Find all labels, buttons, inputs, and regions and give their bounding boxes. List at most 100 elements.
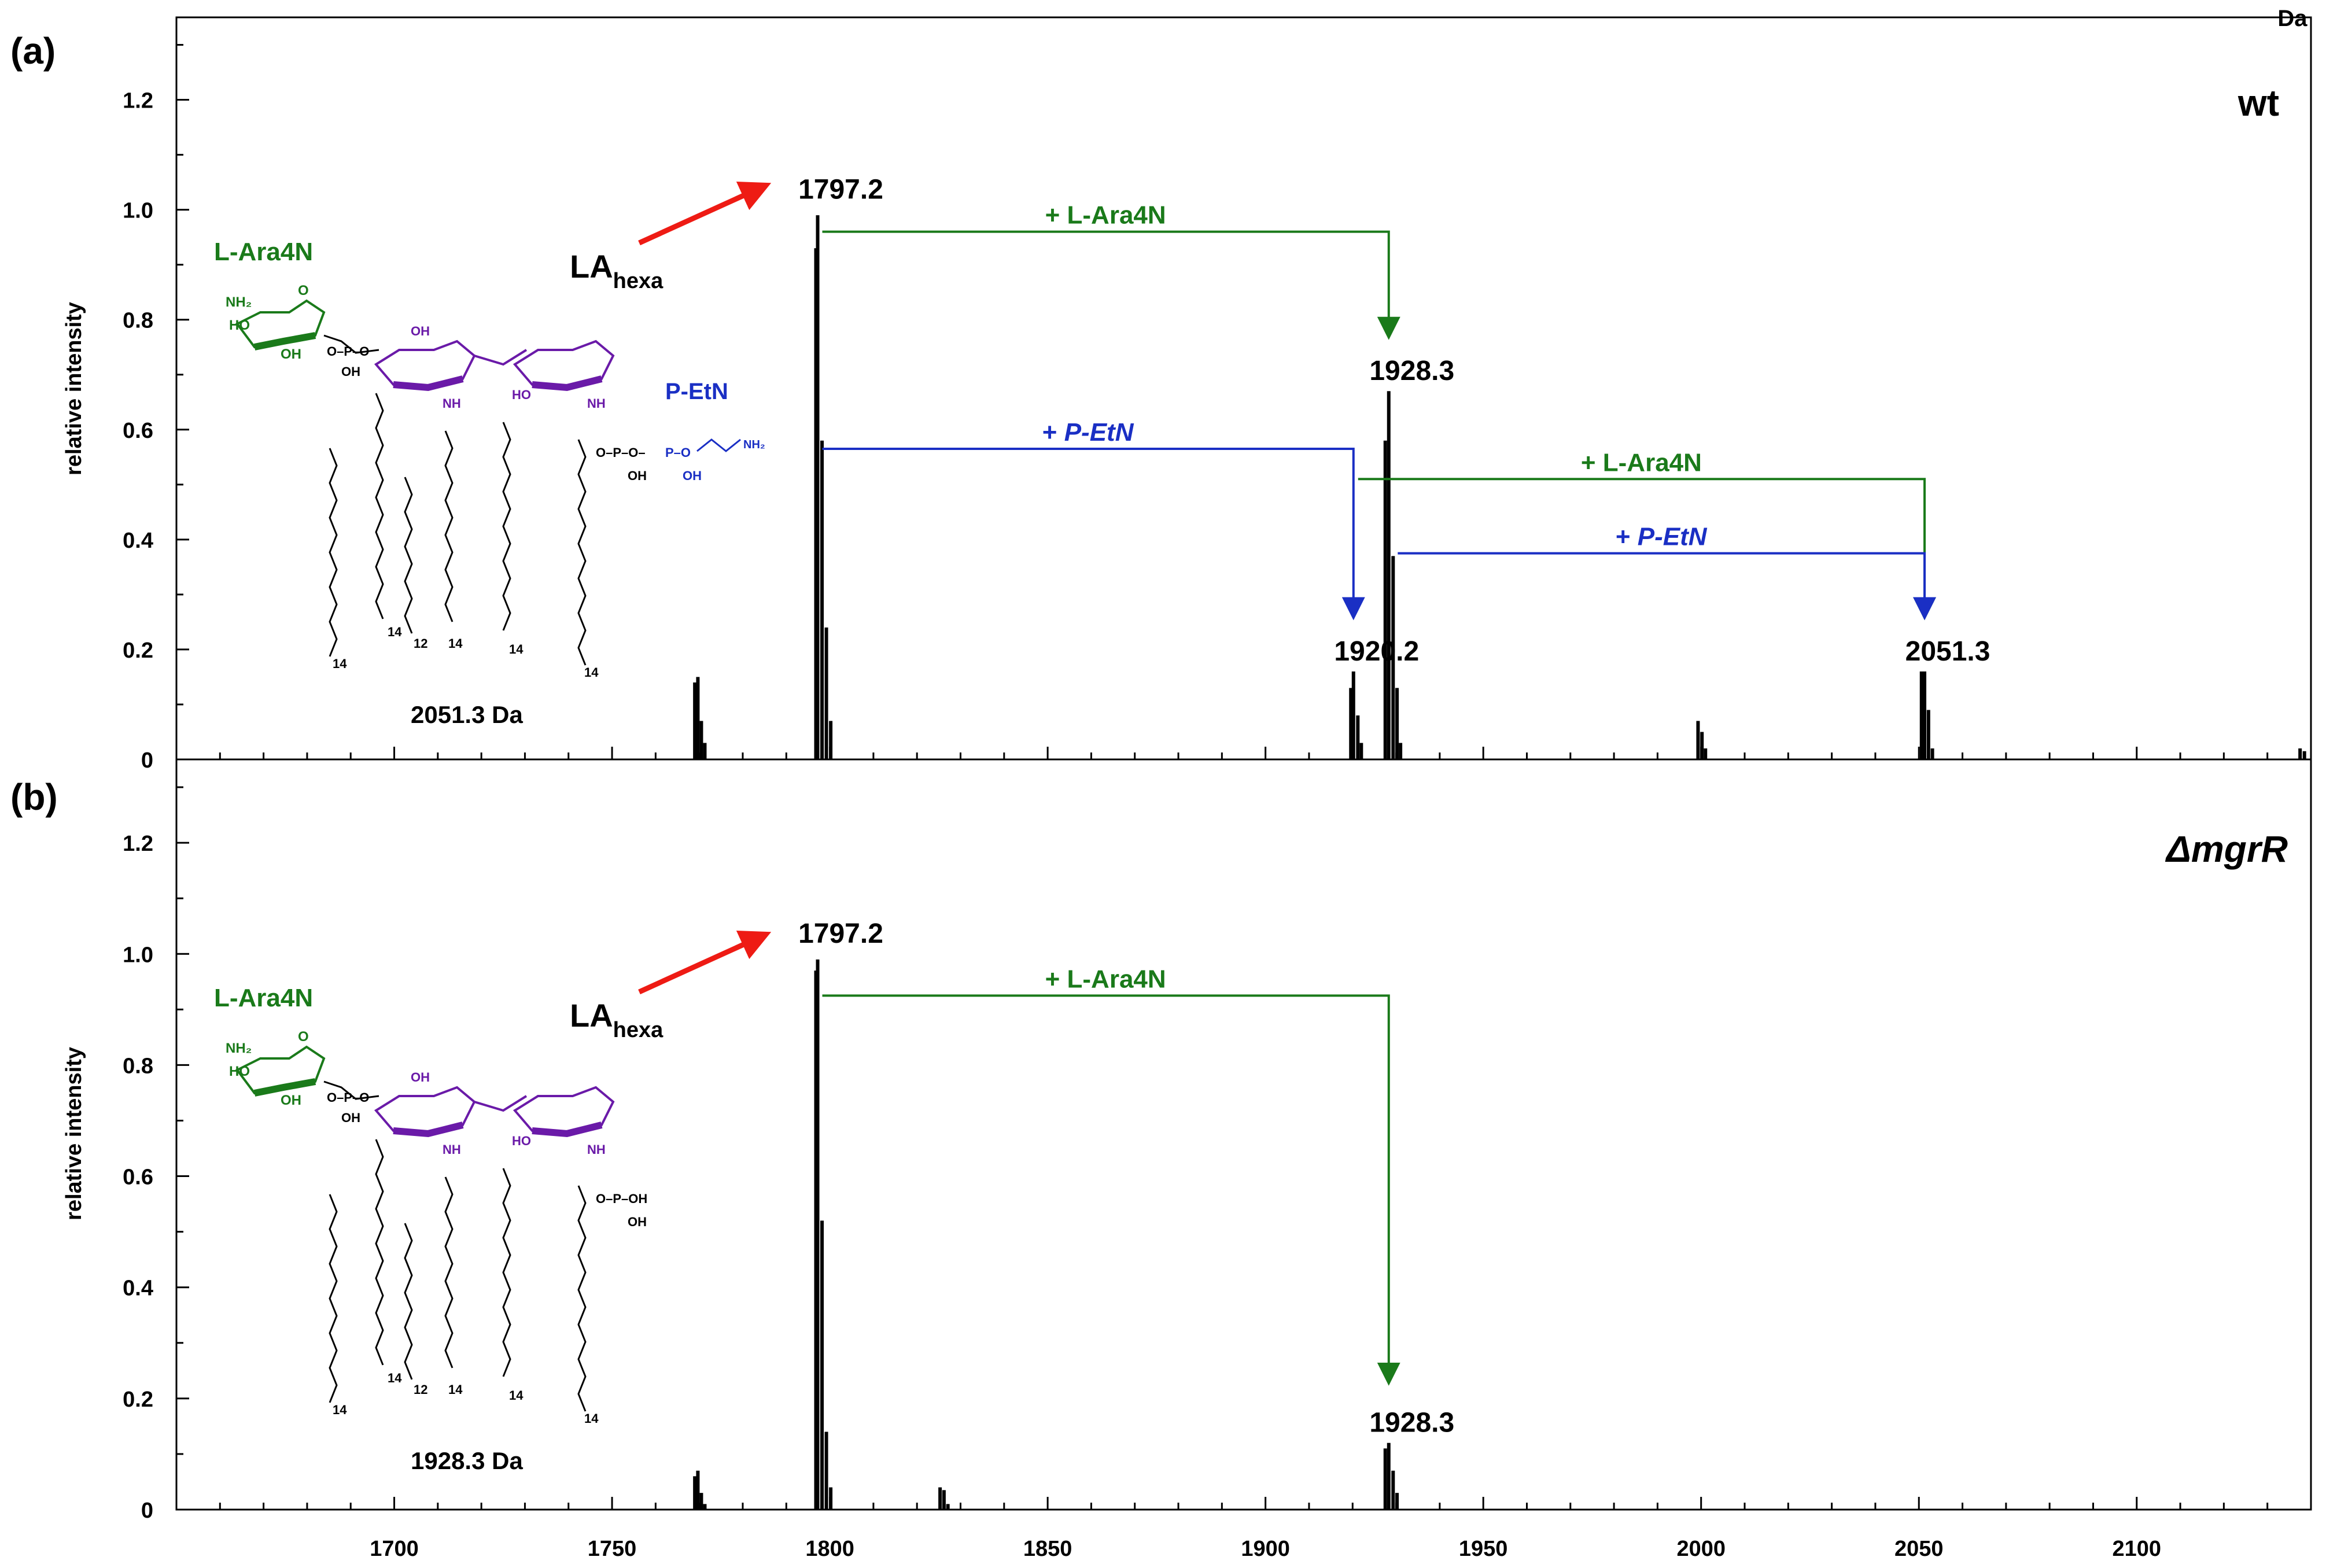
chain-length-4: 14	[448, 1382, 463, 1397]
peak-bar	[1926, 710, 1930, 759]
svg-text:O–P–O–: O–P–O–	[596, 445, 646, 460]
y-tick-label: 0.2	[123, 639, 153, 663]
peak-bar	[1704, 748, 1708, 759]
structure-mass-label: 1928.3 Da	[411, 1447, 523, 1474]
y-tick-label: 1.2	[123, 832, 153, 856]
y-ticks: 0 0.2 0.4 0.6 0.8 1.0 1.2	[123, 44, 189, 773]
svg-text:NH: NH	[587, 1142, 606, 1157]
peak-bar	[1391, 556, 1395, 759]
strain-label: wt	[2237, 82, 2279, 124]
svg-text:NH₂: NH₂	[743, 438, 765, 451]
annotation-label: + P-EtN	[1616, 523, 1708, 551]
y-tick-label: 0.2	[123, 1388, 153, 1412]
peak-bar	[1700, 732, 1704, 759]
peak-bar	[814, 971, 818, 1510]
svg-text:O–P–O: O–P–O	[327, 344, 369, 359]
panel-label: (b)	[10, 776, 58, 818]
svg-text:NH: NH	[587, 396, 606, 411]
peak-label: 1928.3	[1369, 356, 1454, 386]
chain-length-5: 14	[509, 642, 524, 656]
annotation-text: P-EtN	[1638, 523, 1708, 551]
lipid-a-label-sub: hexa	[613, 269, 663, 293]
x-tick-label: 2000	[1676, 1537, 1726, 1561]
peak-bar	[1391, 1470, 1395, 1510]
x-tick-marks	[219, 747, 2312, 759]
petn-label: P-EtN	[665, 379, 728, 404]
lipid-a-label-main: LA	[570, 997, 613, 1034]
annotation-prefix: +	[1045, 965, 1067, 993]
x-unit-label: Da	[2277, 6, 2307, 31]
structure-mass-label: 2051.3 Da	[411, 701, 523, 728]
annotation-prefix: +	[1042, 418, 1064, 447]
x-tick-label: 1950	[1459, 1537, 1508, 1561]
y-tick-label: 0.6	[123, 419, 153, 443]
acyl-chains-icon	[329, 1139, 587, 1412]
svg-text:HO: HO	[512, 388, 531, 402]
x-tick-label: 2100	[2113, 1537, 2162, 1561]
peak-bar	[820, 1220, 824, 1510]
annotations: + L-Ara4N	[822, 965, 1400, 1386]
lipid-a-structure: L-Ara4N HO NH₂ OH O O–P–O OH OH NH	[214, 984, 647, 1474]
chain-length-1: 14	[333, 656, 347, 671]
y-tick-label: 0	[141, 1499, 153, 1523]
svg-text:O: O	[298, 1029, 309, 1045]
panel-b-mgrr: (b) ΔmgrR relative intensity 00.20.40.60…	[10, 758, 2312, 1561]
annotation-label: + L-Ara4N	[1045, 965, 1166, 993]
y-tick-label: 0	[141, 748, 153, 773]
svg-text:P–O: P–O	[665, 445, 691, 460]
annotation-text: P-EtN	[1064, 418, 1134, 447]
annotation-prefix: +	[1581, 448, 1603, 477]
annotation-prefix: +	[1616, 523, 1638, 551]
peak-bar	[1387, 1442, 1391, 1510]
peak-bar	[693, 682, 697, 759]
peak-bar	[1383, 1448, 1387, 1510]
chain-length-5: 14	[509, 1388, 524, 1403]
annotation-bracket	[1398, 552, 1937, 621]
y-tick-label: 1.0	[123, 943, 153, 967]
annotation-label: + L-Ara4N	[1581, 448, 1702, 477]
x-tick-label: 1750	[588, 1537, 637, 1561]
x-tick-marks	[219, 1497, 2312, 1510]
lipid-a-label: LAhexa	[570, 248, 663, 293]
chain-length-2: 14	[388, 1371, 402, 1385]
y-tick-label: 0.4	[123, 1276, 153, 1301]
annotation-text: L-Ara4N	[1603, 448, 1702, 477]
svg-text:HO: HO	[512, 1134, 531, 1148]
svg-text:OH: OH	[411, 324, 430, 338]
annotation-bracket	[822, 448, 1365, 621]
y-tick-label: 0.6	[123, 1165, 153, 1190]
chain-length-1: 14	[333, 1403, 347, 1417]
svg-text:OH: OH	[628, 1215, 647, 1229]
peak-bar	[1919, 671, 1923, 759]
x-tick-label: 2050	[1894, 1537, 1944, 1561]
peak-bar	[1696, 721, 1700, 759]
chain-length-3: 12	[414, 1382, 427, 1397]
peak-bar	[1387, 391, 1391, 759]
svg-text:O–P–O: O–P–O	[327, 1090, 369, 1105]
peak-bar	[696, 677, 700, 759]
peak-label: 1928.3	[1369, 1407, 1454, 1438]
peak-bar	[2298, 748, 2302, 759]
svg-text:OH: OH	[683, 468, 702, 483]
peak-bar	[946, 1504, 950, 1510]
peak-label: 1797.2	[798, 175, 883, 205]
peak-bar	[1395, 688, 1399, 759]
peak-bar	[816, 215, 820, 760]
peak-bar	[814, 248, 818, 760]
peak-label: 1797.2	[798, 918, 883, 949]
peaks	[693, 959, 1399, 1510]
svg-text:OH: OH	[281, 346, 301, 362]
strain-label: ΔmgrR	[2165, 828, 2288, 870]
peak-bar	[824, 627, 828, 759]
svg-text:OH: OH	[411, 1070, 430, 1084]
ara4n-sugar-icon	[235, 1045, 326, 1097]
lipid-a-label: LAhexa	[570, 997, 663, 1042]
annotation-label: + L-Ara4N	[1045, 201, 1166, 230]
chain-length-4: 14	[448, 636, 463, 651]
peak-bar	[1349, 688, 1353, 759]
svg-text:O–P–OH: O–P–OH	[596, 1191, 647, 1206]
lipid-a-label-sub: hexa	[613, 1018, 663, 1042]
peak-bar	[1356, 715, 1360, 759]
peak-bar	[693, 1476, 697, 1510]
